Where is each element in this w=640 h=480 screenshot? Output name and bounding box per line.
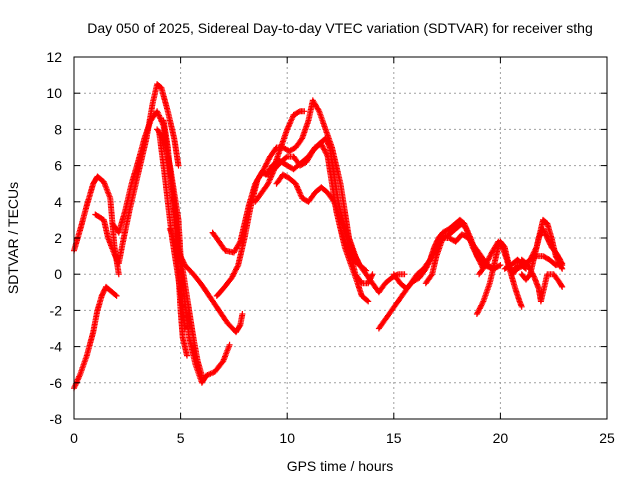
x-tick-label: 20 (493, 430, 509, 446)
series-arc-8 (166, 225, 246, 336)
series-arc-10 (213, 97, 370, 299)
y-tick-label: 0 (54, 266, 62, 282)
series-marks (166, 225, 246, 336)
y-tick-label: 4 (54, 194, 62, 210)
y-tick-label: 8 (54, 121, 62, 137)
series-marks (154, 126, 205, 379)
series-arc-17 (422, 231, 504, 287)
y-tick-label: 12 (46, 49, 62, 65)
x-tick-label: 25 (599, 430, 615, 446)
y-tick-label: -4 (50, 339, 63, 355)
series-marks (422, 231, 504, 287)
series-marks (508, 253, 566, 274)
y-axis-label: SDTVAR / TECUs (5, 182, 21, 294)
x-tick-label: 10 (279, 430, 295, 446)
x-tick-label: 5 (177, 430, 185, 446)
series-marks (476, 238, 525, 310)
x-tick-label: 15 (386, 430, 402, 446)
y-tick-label: 2 (54, 230, 62, 246)
data-series (71, 81, 566, 392)
series-marks (71, 283, 120, 392)
series-arc-22 (518, 256, 566, 305)
series-marks (213, 97, 370, 299)
series-arc-19 (476, 238, 525, 310)
y-tick-label: 10 (46, 85, 62, 101)
chart-title: Day 050 of 2025, Sidereal Day-to-day VTE… (87, 20, 593, 36)
series-arc-23 (508, 253, 566, 274)
series-arc-6 (154, 126, 205, 379)
y-tick-label: -6 (50, 375, 63, 391)
y-tick-label: 6 (54, 158, 62, 174)
x-axis-label: GPS time / hours (287, 458, 394, 474)
axis-ticks: 0 5 10 15 20 25 -8 -6 -4 -2 0 2 4 6 8 10 12 (46, 49, 615, 446)
y-tick-label: -8 (50, 411, 63, 427)
x-tick-label: 0 (70, 430, 78, 446)
y-tick-label: -2 (50, 302, 63, 318)
series-arc-2 (71, 283, 120, 392)
series-marks (518, 256, 566, 305)
